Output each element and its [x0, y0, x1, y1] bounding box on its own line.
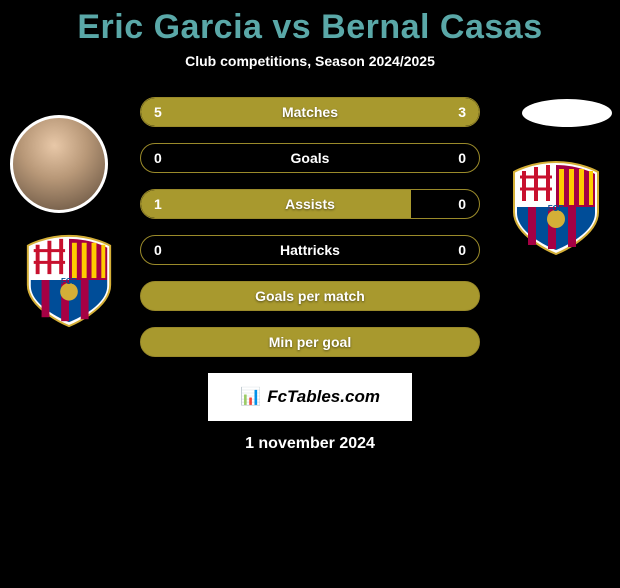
player-avatar-right [522, 99, 612, 127]
stat-value-right: 0 [458, 242, 466, 258]
stat-label: Hattricks [280, 242, 340, 258]
barca-crest-icon: FCB [20, 231, 118, 329]
stat-value-right: 0 [458, 150, 466, 166]
stat-value-left: 1 [154, 196, 162, 212]
barca-crest-icon: FCB [506, 157, 606, 257]
stat-value-left: 0 [154, 150, 162, 166]
stat-label: Goals per match [255, 288, 365, 304]
svg-text:FCB: FCB [548, 204, 565, 213]
stat-row: Goals per match [140, 281, 480, 311]
club-logo-left: FCB [20, 231, 118, 329]
footer-date: 1 november 2024 [0, 435, 620, 453]
club-logo-right: FCB [506, 157, 606, 257]
stat-value-left: 5 [154, 104, 162, 120]
stats-area: FCB FCB 5 Matches 3 0 Goals 0 1 Assists 0 0 Hattri… [0, 97, 620, 357]
svg-text:FCB: FCB [61, 277, 77, 286]
stat-rows: 5 Matches 3 0 Goals 0 1 Assists 0 0 Hattricks 0 Goal… [140, 97, 480, 357]
stat-row: Min per goal [140, 327, 480, 357]
comparison-title: Eric Garcia vs Bernal Casas [0, 8, 620, 47]
stat-row: 0 Hattricks 0 [140, 235, 480, 265]
brand-text: FcTables.com [267, 387, 380, 407]
stat-label: Min per goal [269, 334, 351, 350]
stat-value-right: 0 [458, 196, 466, 212]
chart-icon: 📊 [240, 387, 261, 407]
stat-value-right: 3 [458, 104, 466, 120]
brand-badge: 📊 FcTables.com [208, 373, 412, 421]
comparison-subtitle: Club competitions, Season 2024/2025 [0, 53, 620, 69]
stat-label: Matches [282, 104, 338, 120]
stat-bar-left [141, 190, 411, 218]
stat-label: Goals [291, 150, 330, 166]
stat-row: 1 Assists 0 [140, 189, 480, 219]
stat-row: 0 Goals 0 [140, 143, 480, 173]
stat-row: 5 Matches 3 [140, 97, 480, 127]
player-avatar-left [10, 115, 108, 213]
stat-value-left: 0 [154, 242, 162, 258]
stat-label: Assists [285, 196, 335, 212]
